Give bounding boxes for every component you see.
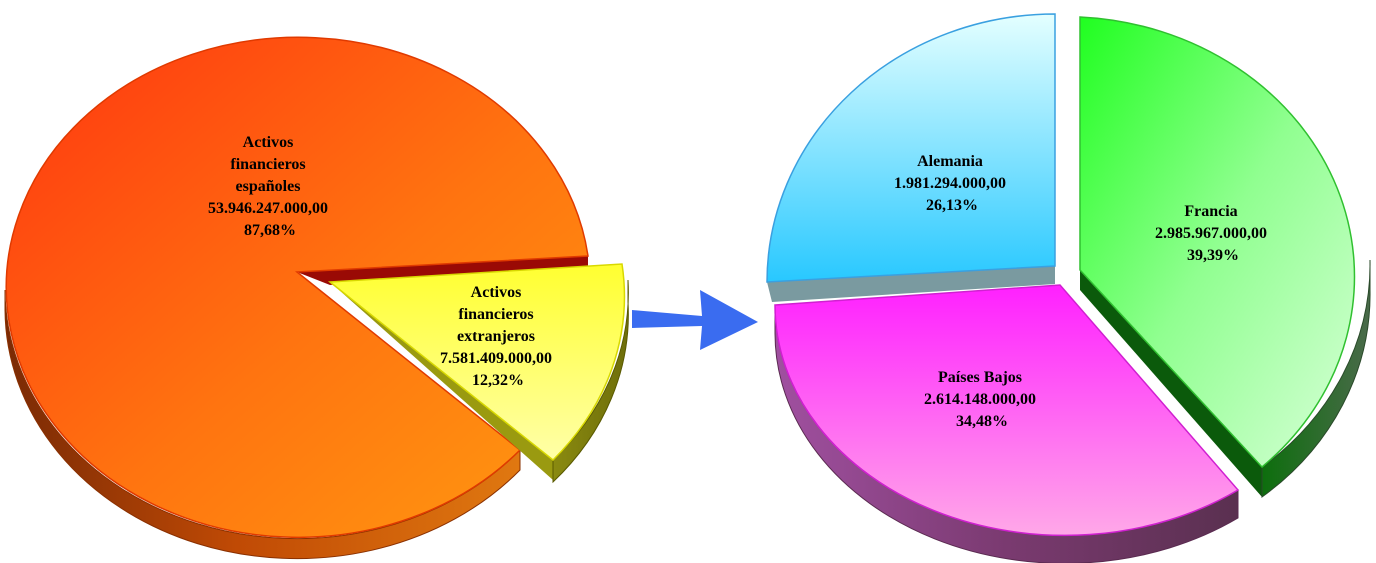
slice-label-paises-bajos: Países Bajos 2.614.148.000,00 34,48% <box>924 369 1040 430</box>
pie-slice-side-activos-extranjeros <box>330 282 553 480</box>
arrow-right-icon <box>632 290 758 350</box>
left-pie: Activos financieros españoles 53.946.247… <box>4 36 629 560</box>
pie-slice-activos-extranjeros <box>328 263 626 462</box>
percent-label: 26,13% <box>926 197 978 214</box>
slice-label-activos-espanoles: Activos financieros españoles 53.946.247… <box>208 134 332 239</box>
percent-label: 87,68% <box>244 222 296 239</box>
value-label: 1.981.294.000,00 <box>894 175 1006 192</box>
label-line: españoles <box>236 178 301 195</box>
pie-slice-francia <box>1079 16 1356 469</box>
value-label: 2.614.148.000,00 <box>924 391 1036 408</box>
label-line: financieros <box>230 156 305 173</box>
pie-slice-paises-bajos <box>774 284 1240 537</box>
label-line: financieros <box>458 306 533 323</box>
slice-label-activos-extranjeros: Activos financieros extranjeros 7.581.40… <box>440 284 556 389</box>
label-line: Activos <box>243 134 294 151</box>
pie-slice-rim-activos-extranjeros <box>552 279 629 484</box>
percent-label: 34,48% <box>956 413 1008 430</box>
label-line: Países Bajos <box>938 369 1022 386</box>
label-line: Alemania <box>917 153 983 170</box>
slice-label-alemania: Alemania 1.981.294.000,00 26,13% <box>894 153 1010 214</box>
value-label: 53.946.247.000,00 <box>208 200 328 217</box>
pie-slice-alemania <box>766 13 1056 283</box>
pie-slice-side-francia <box>1080 270 1262 497</box>
percent-label: 39,39% <box>1187 247 1239 264</box>
value-label: 7.581.409.000,00 <box>440 350 552 367</box>
pie-slice-activos-espanoles <box>5 36 589 539</box>
pie-slice-cut-alemania <box>767 266 1055 302</box>
pie-slice-cut-shadow <box>297 256 588 285</box>
label-line: extranjeros <box>457 328 535 345</box>
label-line: Activos <box>471 284 522 301</box>
percent-label: 12,32% <box>472 372 524 389</box>
pie-slice-rim-francia <box>1261 259 1371 498</box>
label-line: Francia <box>1184 203 1237 220</box>
value-label: 2.985.967.000,00 <box>1155 225 1267 242</box>
right-pie: Alemania 1.981.294.000,00 26,13% Francia… <box>766 13 1371 563</box>
slice-label-francia: Francia 2.985.967.000,00 39,39% <box>1155 203 1271 264</box>
pie-slice-side-activos-espanoles <box>4 289 521 560</box>
